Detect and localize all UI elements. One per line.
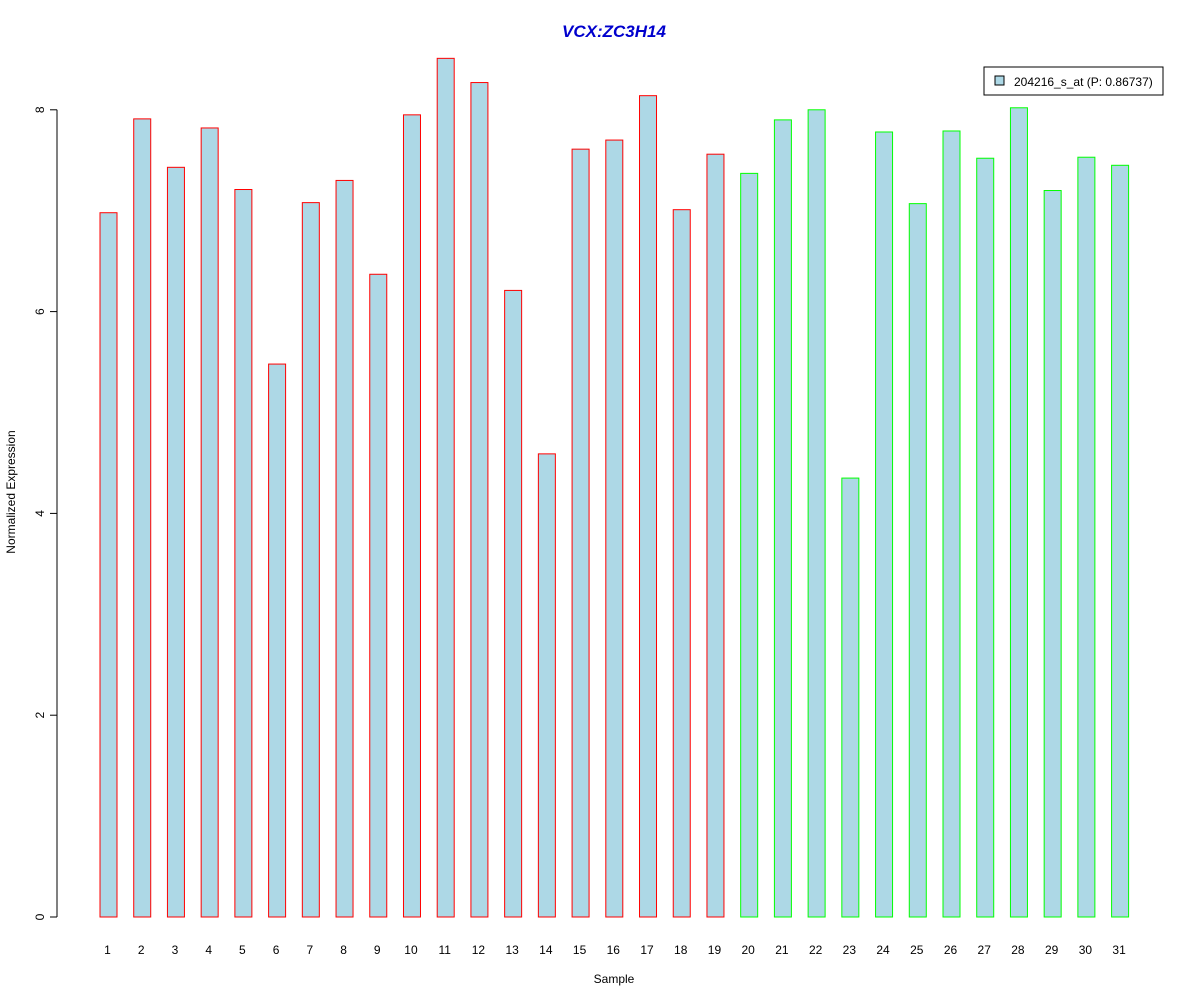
x-tick-label: 28 xyxy=(1011,943,1025,957)
bar-sample-16 xyxy=(605,139,624,918)
x-tick-label: 6 xyxy=(273,943,280,957)
x-tick-label: 1 xyxy=(104,943,111,957)
bar-sample-2 xyxy=(133,118,152,918)
legend-swatch xyxy=(994,75,1005,86)
bar-sample-19 xyxy=(706,153,725,918)
bar-sample-23 xyxy=(841,477,860,918)
x-tick-label: 18 xyxy=(674,943,688,957)
bar-sample-22 xyxy=(807,109,826,918)
bar-sample-11 xyxy=(436,57,455,918)
x-tick-label: 7 xyxy=(306,943,313,957)
bar-sample-31 xyxy=(1111,164,1130,918)
x-tick-label: 13 xyxy=(505,943,519,957)
bar-sample-13 xyxy=(504,289,523,918)
legend-entry: 204216_s_at (P: 0.86737) xyxy=(1014,75,1153,89)
x-tick-label: 16 xyxy=(607,943,621,957)
x-tick-label: 17 xyxy=(640,943,654,957)
y-tick-label: 0 xyxy=(33,913,47,920)
y-tick-label: 6 xyxy=(33,308,47,315)
x-tick-label: 10 xyxy=(404,943,418,957)
y-tick-label: 2 xyxy=(33,712,47,719)
bar-sample-6 xyxy=(268,363,287,918)
y-axis: 0 2 4 6 8 xyxy=(33,106,58,920)
x-tick-labels: 1 2 3 4 5 6 7 8 9 10 11 12 13 14 15 16 17 18 19 20 21 22 23 24 2… xyxy=(104,943,1126,957)
x-tick-label: 22 xyxy=(809,943,823,957)
x-tick-label: 9 xyxy=(374,943,381,957)
bar-sample-29 xyxy=(1043,190,1062,918)
x-tick-label: 25 xyxy=(910,943,924,957)
x-tick-label: 30 xyxy=(1079,943,1093,957)
legend: 204216_s_at (P: 0.86737) xyxy=(983,66,1164,96)
bar-sample-9 xyxy=(369,273,388,918)
bar-sample-20 xyxy=(740,172,759,918)
bar-sample-28 xyxy=(1009,107,1028,918)
y-tick-label: 4 xyxy=(33,510,47,517)
legend-box xyxy=(983,66,1164,96)
x-tick-label: 23 xyxy=(843,943,857,957)
x-tick-label: 24 xyxy=(876,943,890,957)
x-tick-label: 14 xyxy=(539,943,553,957)
x-tick-label: 12 xyxy=(472,943,486,957)
x-tick-label: 20 xyxy=(742,943,756,957)
bar-sample-3 xyxy=(166,166,185,918)
x-tick-label: 15 xyxy=(573,943,587,957)
bar-sample-8 xyxy=(335,179,354,918)
x-tick-label: 3 xyxy=(172,943,179,957)
bar-sample-7 xyxy=(301,202,320,918)
bar-sample-26 xyxy=(942,130,961,918)
x-tick-label: 19 xyxy=(708,943,722,957)
bar-sample-15 xyxy=(571,148,590,918)
bar-sample-17 xyxy=(639,95,658,918)
bar-sample-25 xyxy=(908,203,927,918)
y-axis-label: Normalized Expression xyxy=(4,430,18,553)
x-tick-label: 31 xyxy=(1112,943,1126,957)
x-tick-label: 27 xyxy=(978,943,992,957)
chart-title: VCX:ZC3H14 xyxy=(562,22,666,41)
x-tick-label: 2 xyxy=(138,943,145,957)
x-tick-label: 29 xyxy=(1045,943,1059,957)
bars-group xyxy=(99,57,1130,918)
bar-sample-30 xyxy=(1077,156,1096,918)
bar-sample-27 xyxy=(976,157,995,918)
bar-sample-18 xyxy=(672,209,691,918)
bar-sample-21 xyxy=(773,119,792,918)
x-tick-label: 8 xyxy=(340,943,347,957)
x-tick-label: 21 xyxy=(775,943,789,957)
x-tick-label: 11 xyxy=(438,943,451,957)
bar-sample-4 xyxy=(200,127,219,918)
bar-sample-10 xyxy=(402,114,421,918)
bar-sample-5 xyxy=(234,189,253,918)
bar-sample-24 xyxy=(875,131,894,918)
bar-sample-12 xyxy=(470,82,489,918)
x-axis-label: Sample xyxy=(594,972,635,986)
bar-sample-1 xyxy=(99,212,118,918)
x-tick-label: 26 xyxy=(944,943,958,957)
y-tick-label: 8 xyxy=(33,106,47,113)
bar-sample-14 xyxy=(537,453,556,918)
x-tick-label: 4 xyxy=(205,943,212,957)
x-tick-label: 5 xyxy=(239,943,246,957)
